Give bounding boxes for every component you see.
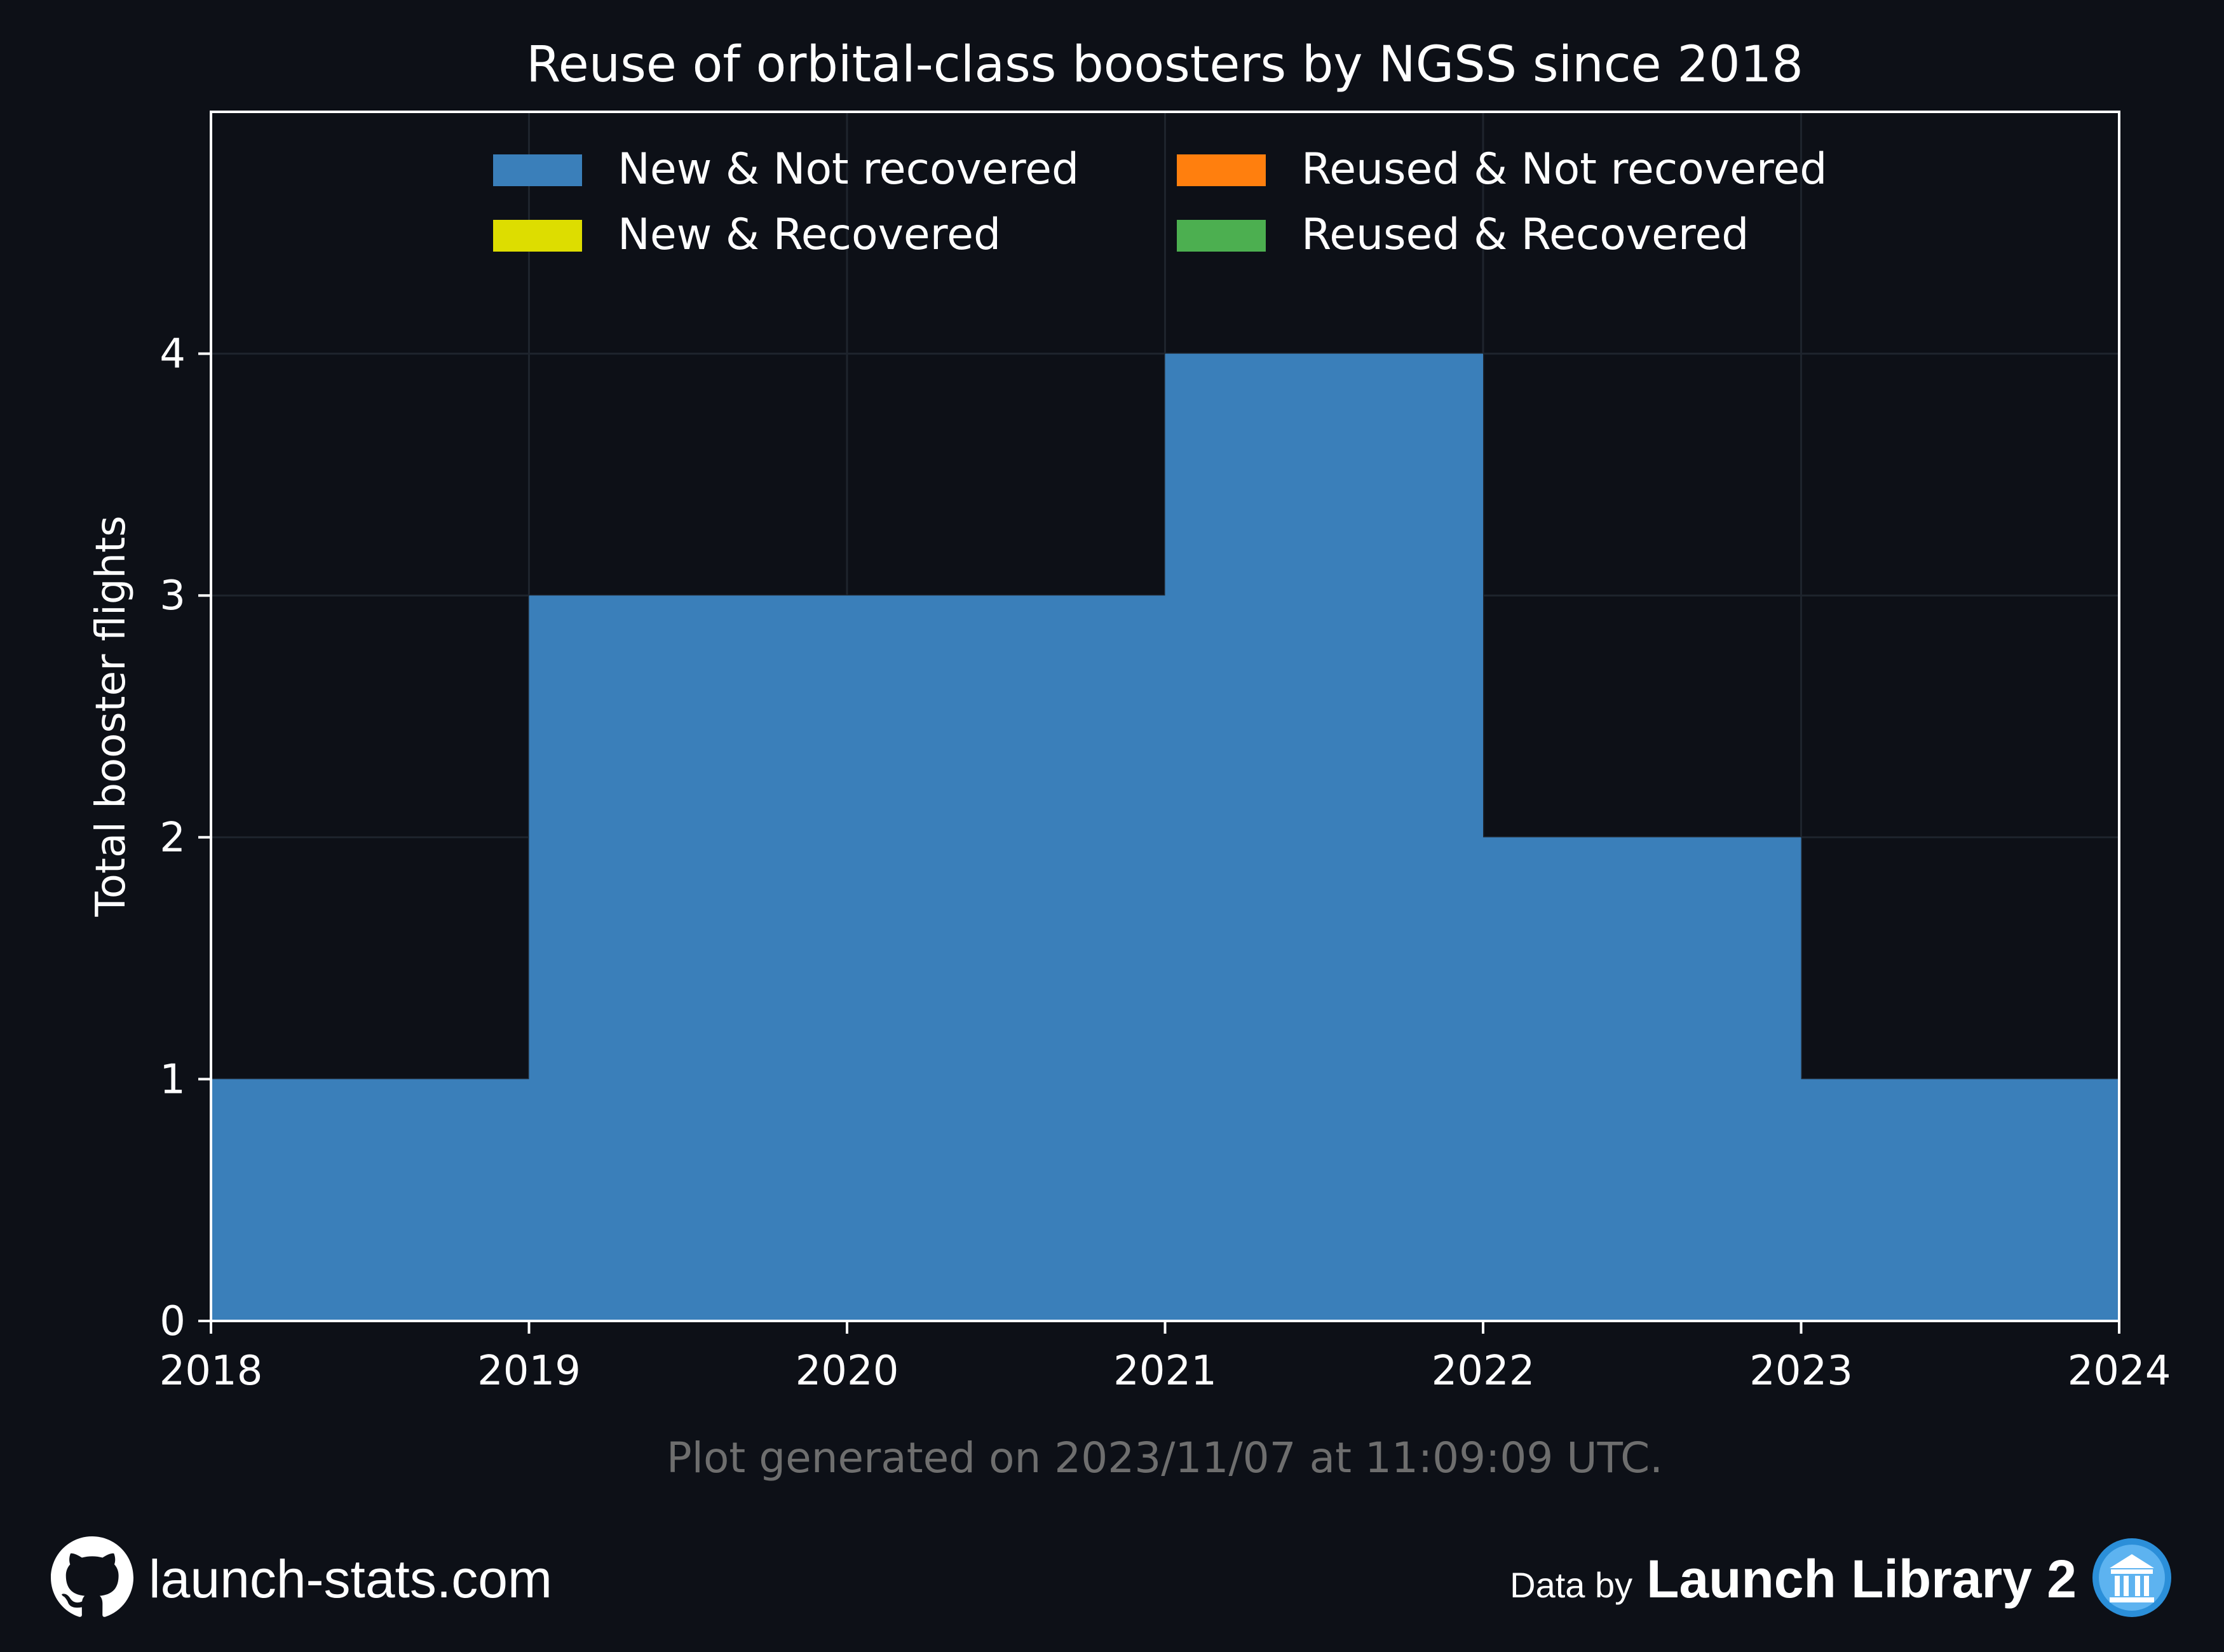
x-tick-label: 2021 — [1113, 1348, 1217, 1395]
x-tick-label: 2023 — [1749, 1348, 1853, 1395]
legend-swatch — [493, 220, 582, 252]
data-by-label: Data by — [1510, 1564, 1633, 1605]
footer-site[interactable]: launch-stats.com — [51, 1528, 552, 1630]
chart-title: Reuse of orbital-class boosters by NGSS … — [526, 36, 1803, 93]
x-tick-label: 2018 — [159, 1348, 263, 1395]
y-tick-label: 3 — [159, 572, 186, 620]
legend-label: New & Not recovered — [618, 144, 1079, 194]
legend-label: Reused & Not recovered — [1301, 144, 1827, 194]
plot-area — [211, 353, 2119, 1321]
y-tick-label: 4 — [159, 331, 186, 378]
y-tick-label: 0 — [159, 1298, 186, 1345]
y-axis-label: Total booster flights — [88, 516, 135, 917]
y-tick-label: 1 — [159, 1056, 186, 1103]
plot-caption: Plot generated on 2023/11/07 at 11:09:09… — [667, 1433, 1663, 1482]
legend-swatch — [1177, 220, 1266, 252]
x-tick-label: 2020 — [796, 1348, 899, 1395]
legend-label: Reused & Recovered — [1301, 210, 1749, 260]
x-tick-label: 2019 — [477, 1348, 581, 1395]
axis-ticks: 2018 2019 2020 2021 2022 2023 2024 0 1 2 3 4 — [159, 331, 2171, 1395]
y-tick-label: 2 — [159, 815, 186, 862]
library-icon — [2091, 1536, 2173, 1622]
brand-name: Launch Library 2 — [1646, 1548, 2077, 1609]
area-series-0 — [211, 353, 2119, 1321]
site-link[interactable]: launch-stats.com — [149, 1548, 552, 1609]
github-icon — [51, 1536, 133, 1622]
legend-label: New & Recovered — [618, 210, 1001, 260]
x-tick-label: 2024 — [2068, 1348, 2171, 1395]
legend-swatch — [1177, 154, 1266, 186]
footer-credit: Data by Launch Library 2 — [1510, 1528, 2173, 1630]
legend: New & Not recovered New & Recovered Reused… — [493, 144, 1827, 260]
legend-swatch — [493, 154, 582, 186]
x-tick-label: 2022 — [1432, 1348, 1535, 1395]
